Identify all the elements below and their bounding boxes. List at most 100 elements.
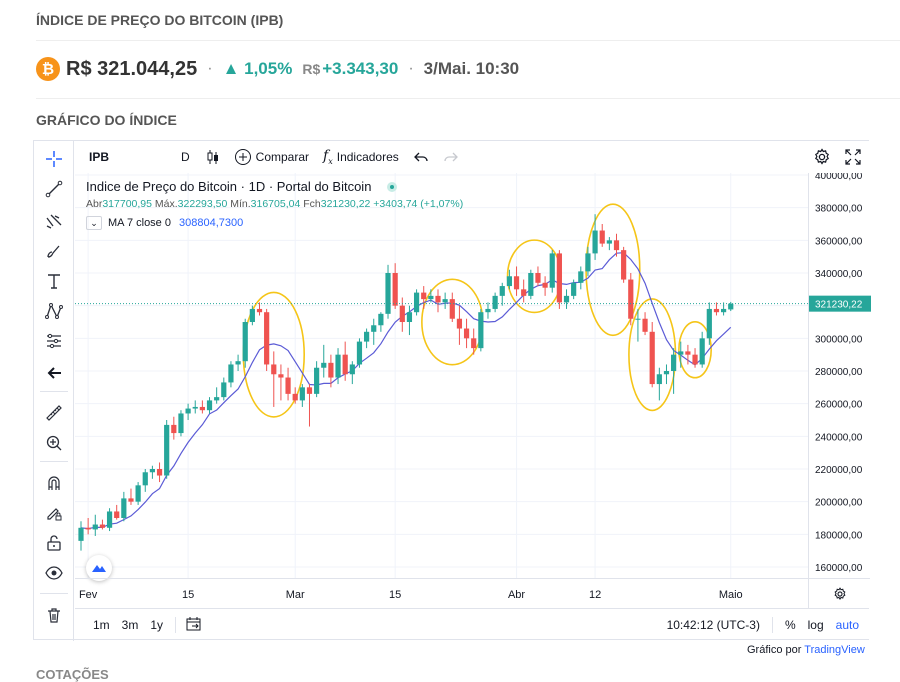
axis-settings-icon[interactable] <box>808 578 870 608</box>
candle <box>721 302 727 316</box>
candle <box>406 305 413 336</box>
candle <box>214 387 220 404</box>
candle-body <box>314 367 320 394</box>
candle-body <box>413 292 420 313</box>
price-tick-label: 300000,00 <box>815 334 863 345</box>
candle-body <box>292 393 298 401</box>
candle-body <box>656 374 662 385</box>
chart-bottom-toolbar: 1m 3m 1y 10:42:12 (UTC-3) % log auto <box>75 608 869 641</box>
interval-selector[interactable]: D <box>181 150 190 164</box>
range-1y[interactable]: 1y <box>150 618 164 632</box>
range-3m[interactable]: 3m <box>121 618 139 632</box>
back-arrow-icon[interactable] <box>44 363 64 383</box>
candle <box>135 482 141 505</box>
trash-icon[interactable] <box>44 605 64 625</box>
candle-body <box>264 312 270 365</box>
bitcoin-logo-icon: ₿ <box>36 57 60 81</box>
tradingview-logo-icon[interactable] <box>86 555 112 581</box>
candle-body <box>192 406 198 409</box>
fib-icon[interactable] <box>44 211 64 231</box>
candle-body <box>585 253 591 272</box>
auto-toggle[interactable]: auto <box>835 618 859 632</box>
candle <box>421 286 427 309</box>
text-icon[interactable] <box>44 271 64 291</box>
timestamp: 3/Mai. 10:30 <box>423 59 520 78</box>
indicators-button[interactable]: fx Indicadores <box>323 148 399 166</box>
candle <box>142 469 148 492</box>
candle <box>314 361 320 398</box>
brush-icon[interactable] <box>44 241 64 261</box>
symbol-search[interactable]: IPB <box>89 150 110 164</box>
settings-icon[interactable] <box>813 148 831 166</box>
open-label: Abr <box>86 198 103 210</box>
candle-style-icon[interactable] <box>206 149 220 165</box>
zoom-in-icon[interactable] <box>44 433 64 453</box>
candle-body <box>256 308 263 313</box>
percent-toggle[interactable]: % <box>784 618 796 632</box>
redo-icon[interactable] <box>443 150 459 164</box>
candle <box>478 308 484 352</box>
candle-body <box>449 299 455 319</box>
price-axis[interactable]: 400000,00380000,00360000,00340000,003200… <box>808 171 871 578</box>
candle-body <box>463 328 470 339</box>
price-tick-label: 240000,00 <box>815 432 863 443</box>
divider <box>36 40 900 41</box>
candle-body <box>378 313 384 326</box>
candle <box>628 273 634 326</box>
candle-body <box>328 362 334 378</box>
forecast-icon[interactable] <box>44 331 64 351</box>
candle-body <box>663 371 670 375</box>
trend-line-icon[interactable] <box>44 179 64 199</box>
magnet-icon[interactable] <box>44 473 64 493</box>
candle-body <box>385 273 391 314</box>
undo-icon[interactable] <box>413 150 429 164</box>
candle-body <box>685 351 691 355</box>
tradingview-link[interactable]: TradingView <box>804 644 865 656</box>
candle-body <box>692 354 698 365</box>
range-1m[interactable]: 1m <box>93 618 110 632</box>
candle <box>156 462 163 483</box>
price-summary: ₿ R$ 321.044,25 · ▲ 1,05% R$ +3.343,30 ·… <box>36 56 519 82</box>
clock[interactable]: 10:42:12 (UTC-3) <box>666 618 760 632</box>
time-axis[interactable]: Fev 15 Mar 15 Abr 12 Maio <box>75 578 808 608</box>
drawing-toolbar <box>34 141 74 641</box>
unlock-icon[interactable] <box>44 533 64 553</box>
candle <box>713 302 720 316</box>
candle <box>185 403 191 420</box>
ruler-icon[interactable] <box>44 403 64 423</box>
price-tick-label: 340000,00 <box>815 269 863 280</box>
last-price-badge <box>809 295 871 312</box>
time-tick-label: Fev <box>79 589 98 601</box>
candle <box>435 289 441 313</box>
candle <box>335 348 341 385</box>
candle <box>371 318 377 345</box>
log-toggle[interactable]: log <box>807 618 824 632</box>
collapse-legend-icon[interactable]: ⌄ <box>86 216 102 230</box>
candle-body <box>613 240 620 251</box>
compare-button[interactable]: Comparar <box>234 148 309 166</box>
low-value: 316705,04 <box>250 198 301 210</box>
fullscreen-icon[interactable] <box>845 149 861 165</box>
ma-label: MA 7 close 0 <box>108 217 171 229</box>
candle <box>621 246 627 283</box>
candlestick-chart[interactable] <box>75 173 808 578</box>
candle-body <box>349 364 355 375</box>
candle <box>292 387 298 404</box>
pattern-icon[interactable] <box>44 301 64 321</box>
lock-pencil-icon[interactable] <box>44 503 64 523</box>
candle <box>199 400 205 414</box>
candle-body <box>306 387 313 394</box>
candle-body <box>214 397 220 401</box>
separator-dot: · <box>408 60 414 77</box>
highlight-ellipse <box>628 298 677 412</box>
calendar-icon[interactable] <box>186 616 202 634</box>
crosshair-icon[interactable] <box>44 149 64 169</box>
candle-body <box>99 524 106 528</box>
change-absolute: +3.343,30 <box>322 59 399 78</box>
chart-pane[interactable] <box>75 173 808 578</box>
open-value: 317700,95 <box>102 198 152 210</box>
candle <box>206 397 213 414</box>
eye-icon[interactable] <box>44 563 64 583</box>
candle <box>492 292 498 313</box>
candle <box>128 488 134 505</box>
